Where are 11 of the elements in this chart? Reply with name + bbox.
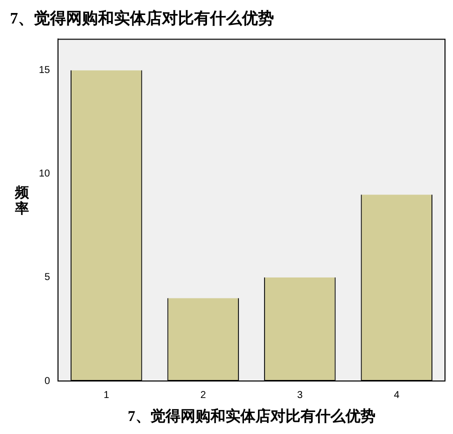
x-tick-label: 4 — [394, 390, 400, 401]
x-axis-title: 7、觉得网购和实体店对比有什么优势 — [128, 406, 376, 425]
y-tick-label: 5 — [44, 272, 50, 284]
x-tick-label: 1 — [104, 390, 110, 401]
y-tick-label: 0 — [44, 376, 50, 387]
x-tick-label: 2 — [200, 390, 206, 401]
y-axis-title: 频率 — [14, 186, 30, 218]
y-tick-label: 15 — [38, 65, 50, 76]
x-tick-label: 3 — [297, 390, 304, 401]
chart-title: 7、觉得网购和实体店对比有什么优势 — [10, 8, 274, 28]
y-tick-label: 10 — [38, 168, 50, 180]
